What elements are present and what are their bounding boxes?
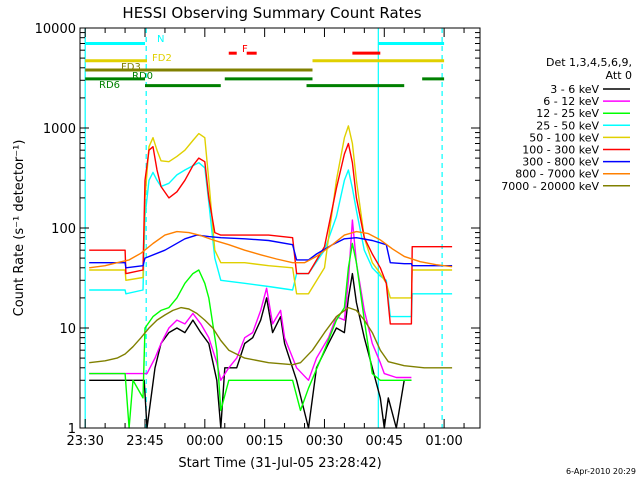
annotation-label-rd0: RD0 bbox=[132, 71, 153, 82]
annotation-label-fd3: FD3 bbox=[121, 62, 141, 73]
y-tick-label: 10000 bbox=[35, 22, 76, 37]
legend-header-2: Att 0 bbox=[606, 69, 632, 82]
y-tick-label: 100 bbox=[51, 222, 76, 237]
y-axis: 1 10 100 1000 10000 bbox=[35, 22, 480, 437]
y-tick-label: 1 bbox=[68, 422, 76, 437]
legend-entry-label: 7000 - 20000 keV bbox=[501, 180, 599, 193]
series-line-5 bbox=[89, 142, 453, 325]
legend-entry-label: 100 - 300 keV bbox=[522, 144, 599, 157]
x-tick-label: 00:45 bbox=[366, 434, 403, 449]
x-tick-label: 23:45 bbox=[126, 434, 163, 449]
legend-entry-label: 25 - 50 keV bbox=[536, 119, 599, 132]
timestamp: 6-Apr-2010 20:29 bbox=[566, 467, 636, 476]
annotation-label-n: N bbox=[157, 34, 164, 45]
vertical-markers bbox=[84, 28, 443, 428]
x-tick-label: 00:15 bbox=[246, 434, 283, 449]
series-lines bbox=[89, 125, 453, 429]
y-axis-label: Count Rate (s⁻¹ detector⁻¹) bbox=[12, 140, 27, 317]
x-axis: 23:30 23:45 00:00 00:15 00:30 00:45 01:00 bbox=[66, 28, 465, 449]
annotation-label-f: F bbox=[242, 44, 248, 55]
x-tick-label: 01:00 bbox=[425, 434, 462, 449]
legend-entry-label: 6 - 12 keV bbox=[543, 95, 599, 108]
series-line-2 bbox=[89, 242, 412, 429]
legend-entry-label: 800 - 7000 keV bbox=[515, 168, 599, 181]
chart-title: HESSI Observing Summary Count Rates bbox=[122, 4, 421, 22]
series-line-7 bbox=[89, 230, 453, 269]
annotation-label-fd2: FD2 bbox=[152, 53, 172, 64]
legend-entry-label: 12 - 25 keV bbox=[536, 107, 599, 120]
legend-header-1: Det 1,3,4,5,6,9, bbox=[546, 56, 632, 69]
y-tick-label: 1000 bbox=[43, 122, 76, 137]
series-line-0 bbox=[89, 272, 412, 429]
series-line-4 bbox=[89, 125, 453, 299]
y-tick-label: 10 bbox=[59, 322, 76, 337]
x-tick-label: 23:30 bbox=[66, 434, 103, 449]
legend-entry-label: 3 - 6 keV bbox=[550, 83, 599, 96]
x-tick-label: 00:30 bbox=[306, 434, 343, 449]
x-tick-label: 00:00 bbox=[186, 434, 223, 449]
series-line-6 bbox=[89, 234, 453, 269]
x-axis-label: Start Time (31-Jul-05 23:28:42) bbox=[178, 456, 381, 471]
annotation-label-rd6: RD6 bbox=[99, 80, 120, 91]
legend-entry-label: 50 - 100 keV bbox=[529, 131, 599, 144]
legend-entry-label: 300 - 800 keV bbox=[522, 156, 599, 169]
series-line-8 bbox=[89, 306, 453, 369]
